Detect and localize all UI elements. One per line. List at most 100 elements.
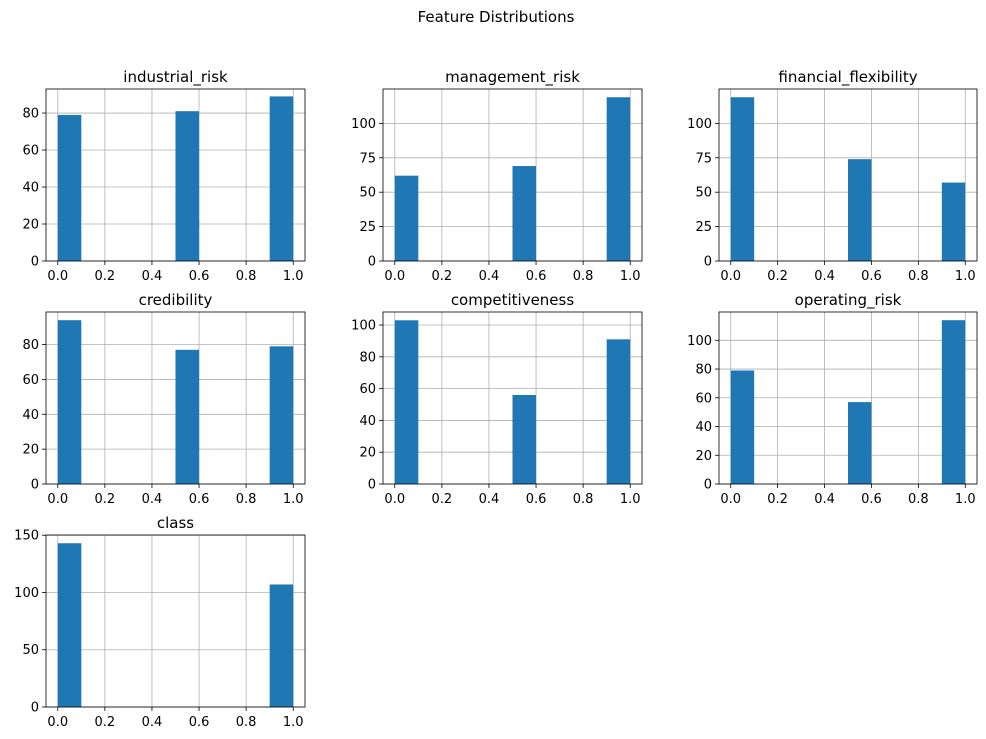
- y-tick-label: 0: [704, 478, 712, 493]
- bar: [269, 96, 294, 261]
- bar: [269, 584, 294, 707]
- x-tick-label: 0.8: [908, 269, 929, 284]
- x-tick-label: 0.0: [47, 269, 68, 284]
- axes-frame: [382, 88, 643, 262]
- y-tick-label: 60: [695, 391, 712, 406]
- x-tick-label: 1.0: [283, 715, 304, 730]
- subplot-title: industrial_risk: [123, 68, 228, 87]
- subplot-title: financial_flexibility: [778, 68, 917, 87]
- x-tick-label: 0.4: [142, 269, 163, 284]
- subplot-credibility: 0.0 0.2 0.4 0.6 0.8 1.0 0 20 40 60 80 credibility: [22, 291, 306, 507]
- x-tick-label: 0.8: [908, 492, 929, 507]
- axes-frame: [718, 88, 978, 262]
- x-tick-label: 0.4: [142, 715, 163, 730]
- x-tick-label: 0.2: [432, 269, 453, 284]
- bar: [730, 97, 755, 261]
- axes-frame: [45, 534, 306, 708]
- y-tick-label: 25: [359, 220, 376, 235]
- x-tick-label: 1.0: [620, 492, 641, 507]
- x-tick-label: 0.4: [479, 269, 500, 284]
- y-tick-label: 20: [22, 443, 39, 458]
- y-tick-label: 20: [22, 218, 39, 233]
- bar: [941, 320, 966, 484]
- subplot-class: 0.0 0.2 0.4 0.6 0.8 1.0 0 50 100 150 class: [14, 514, 306, 730]
- y-tick-label: 20: [359, 446, 376, 461]
- x-tick-label: 1.0: [283, 492, 304, 507]
- y-tick-label: 40: [22, 181, 39, 196]
- y-tick-label: 75: [359, 151, 376, 166]
- y-tick-label: 25: [695, 220, 712, 235]
- bar: [606, 339, 631, 484]
- x-tick-label: 0.8: [236, 715, 257, 730]
- subplot-management-risk: 0.0 0.2 0.4 0.6 0.8 1.0 0 25 50 75 100 management_r…: [351, 68, 643, 284]
- bar: [57, 114, 82, 261]
- bar: [175, 111, 200, 262]
- x-tick-label: 1.0: [620, 269, 641, 284]
- y-tick-label: 100: [687, 334, 712, 349]
- x-tick-label: 1.0: [283, 269, 304, 284]
- y-tick-label: 100: [351, 319, 376, 334]
- y-tick-label: 0: [31, 478, 39, 493]
- x-tick-label: 0.0: [384, 269, 405, 284]
- bar: [848, 402, 872, 484]
- y-tick-label: 50: [695, 186, 712, 201]
- axes-frame: [382, 311, 643, 485]
- y-tick-label: 100: [14, 586, 39, 601]
- subplot-title: operating_risk: [795, 291, 902, 310]
- x-tick-label: 1.0: [955, 269, 976, 284]
- x-tick-label: 0.0: [720, 269, 741, 284]
- subplot-title: credibility: [139, 291, 213, 309]
- subplot-financial-flexibility: 0.0 0.2 0.4 0.6 0.8 1.0 0 25 50 75 100 financial_fl…: [687, 68, 978, 284]
- x-tick-label: 0.2: [432, 492, 453, 507]
- axes-frame: [45, 311, 306, 485]
- y-tick-label: 0: [368, 478, 376, 493]
- x-tick-label: 0.6: [861, 269, 882, 284]
- subplot-title: management_risk: [445, 68, 580, 87]
- subplot-industrial-risk: 0.0 0.2 0.4 0.6 0.8 1.0 0 20 40 60 80 industrial_ri…: [22, 68, 306, 284]
- x-tick-label: 0.8: [573, 269, 594, 284]
- x-tick-label: 0.0: [47, 492, 68, 507]
- bar: [269, 346, 294, 484]
- x-tick-label: 0.8: [236, 269, 257, 284]
- y-tick-label: 60: [22, 373, 39, 388]
- bar: [394, 320, 419, 484]
- x-tick-label: 1.0: [955, 492, 976, 507]
- x-tick-label: 0.2: [95, 492, 116, 507]
- y-tick-label: 60: [359, 382, 376, 397]
- y-tick-label: 40: [22, 408, 39, 423]
- x-tick-label: 0.0: [720, 492, 741, 507]
- y-tick-label: 0: [368, 255, 376, 270]
- y-tick-label: 40: [695, 420, 712, 435]
- y-tick-label: 50: [22, 643, 39, 658]
- bar: [512, 166, 537, 261]
- bar: [175, 349, 200, 484]
- x-tick-label: 0.6: [526, 269, 547, 284]
- x-tick-label: 0.4: [814, 269, 835, 284]
- bar: [512, 394, 537, 484]
- y-tick-label: 0: [704, 255, 712, 270]
- y-tick-label: 0: [31, 701, 39, 716]
- y-tick-label: 100: [687, 117, 712, 132]
- subplot-title: competitiveness: [451, 291, 575, 309]
- x-tick-label: 0.6: [189, 715, 210, 730]
- y-tick-label: 0: [31, 255, 39, 270]
- x-tick-label: 0.8: [236, 492, 257, 507]
- y-tick-label: 75: [695, 151, 712, 166]
- x-tick-label: 0.6: [189, 269, 210, 284]
- subplot-operating-risk: 0.0 0.2 0.4 0.6 0.8 1.0 0 20 40 60 80 100 operating_…: [687, 291, 978, 507]
- y-tick-label: 20: [695, 449, 712, 464]
- y-tick-label: 100: [351, 117, 376, 132]
- x-tick-label: 0.2: [95, 715, 116, 730]
- x-tick-label: 0.0: [384, 492, 405, 507]
- x-tick-label: 0.8: [573, 492, 594, 507]
- bar: [57, 320, 82, 484]
- subplot-competitiveness: 0.0 0.2 0.4 0.6 0.8 1.0 0 20 40 60 80 100 competitiv…: [351, 291, 643, 507]
- x-tick-label: 0.6: [526, 492, 547, 507]
- x-tick-label: 0.0: [47, 715, 68, 730]
- x-tick-label: 0.4: [142, 492, 163, 507]
- bar: [730, 370, 755, 484]
- figure-title: Feature Distributions: [418, 8, 575, 26]
- y-tick-label: 80: [359, 350, 376, 365]
- subplot-title: class: [157, 514, 194, 532]
- bar: [394, 175, 419, 261]
